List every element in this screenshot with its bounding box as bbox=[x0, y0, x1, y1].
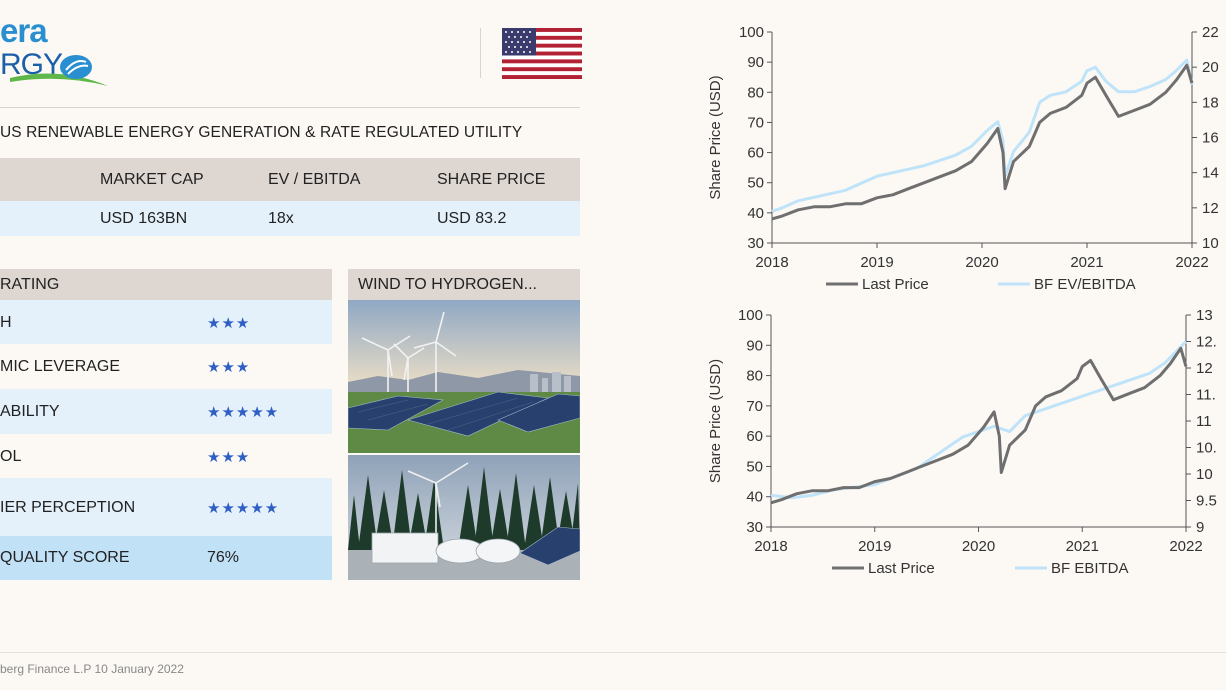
x-tick-label: 2022 bbox=[1175, 254, 1208, 271]
y-tick-label: 70 bbox=[746, 398, 763, 415]
rating-title: RATING bbox=[0, 276, 60, 293]
metrics-value-market-cap: USD 163BN bbox=[100, 210, 188, 227]
x-tick-label: 2019 bbox=[860, 254, 893, 271]
metrics-header-ev-ebitda: EV / EBITDA bbox=[268, 171, 361, 188]
y2-tick-label: 14 bbox=[1202, 165, 1219, 182]
metrics-header-row: MARKET CAP EV / EBITDA SHARE PRICE bbox=[0, 158, 580, 201]
y-axis-label: Share Price (USD) bbox=[707, 75, 724, 199]
company-subtitle: US RENEWABLE ENERGY GENERATION & RATE RE… bbox=[0, 124, 523, 141]
quality-score-label: QUALITY SCORE bbox=[0, 549, 130, 566]
wind-hydrogen-title: WIND TO HYDROGEN... bbox=[358, 276, 537, 293]
header-rule bbox=[0, 107, 580, 108]
chart-ev-ebitda: 30 40 50 60 70 80 90 100 10 12 14 16 18 20 22 2018 2019 2… bbox=[690, 18, 1226, 298]
series-line-multiple bbox=[770, 340, 1188, 500]
footer-rule bbox=[0, 652, 1226, 653]
y-tick-label: 60 bbox=[747, 145, 764, 162]
rating-stars: ★★★ bbox=[207, 449, 251, 466]
y2-tick-label: 11. bbox=[1196, 387, 1216, 404]
y-tick-label: 30 bbox=[747, 235, 764, 252]
rating-row: IER PERCEPTION ★★★★★ bbox=[0, 478, 332, 536]
x-tick-label: 2020 bbox=[965, 254, 998, 271]
metrics-value-row: USD 163BN 18x USD 83.2 bbox=[0, 201, 580, 236]
y-tick-label: 80 bbox=[746, 368, 763, 385]
y-tick-label: 50 bbox=[747, 175, 764, 192]
y-tick-label: 100 bbox=[739, 24, 764, 41]
chart-ebitda: 30 40 50 60 70 80 90 100 9 9.5 10 10. 11 11. 12 12. 13 20… bbox=[690, 300, 1226, 585]
y2-tick-label: 10. bbox=[1196, 440, 1217, 457]
rating-label: H bbox=[0, 314, 12, 331]
x-tick-label: 2018 bbox=[754, 538, 787, 555]
quality-score-value: 76% bbox=[207, 549, 240, 566]
x-tick-label: 2018 bbox=[755, 254, 788, 271]
metrics-header-market-cap: MARKET CAP bbox=[100, 171, 204, 188]
series-line-last-price bbox=[771, 63, 1194, 221]
y-tick-label: 50 bbox=[746, 458, 763, 475]
y-tick-label: 60 bbox=[746, 428, 763, 445]
y2-tick-label: 10 bbox=[1196, 466, 1213, 483]
x-tick-label: 2021 bbox=[1070, 254, 1103, 271]
y-tick-label: 40 bbox=[746, 489, 763, 506]
y2-tick-label: 12 bbox=[1202, 200, 1219, 217]
y-tick-label: 90 bbox=[747, 54, 764, 71]
legend-label: Last Price bbox=[862, 276, 929, 293]
y2-tick-label: 18 bbox=[1202, 94, 1219, 111]
hydrogen-plant-photo bbox=[348, 455, 580, 580]
y-tick-label: 90 bbox=[746, 337, 763, 354]
rating-stars: ★★★★★ bbox=[207, 500, 280, 517]
x-tick-label: 2019 bbox=[858, 538, 891, 555]
legend-label: BF EV/EBITDA bbox=[1034, 276, 1136, 293]
metrics-value-ev-ebitda: 18x bbox=[268, 210, 294, 227]
quality-score-row: QUALITY SCORE 76% bbox=[0, 536, 332, 580]
y-axis-label: Share Price (USD) bbox=[707, 359, 724, 483]
series-line-last-price bbox=[770, 346, 1188, 505]
company-logo: era RGY bbox=[0, 8, 120, 88]
rating-row: H ★★★ bbox=[0, 300, 332, 344]
logo-swoosh-icon bbox=[10, 55, 108, 86]
legend-label: Last Price bbox=[868, 560, 935, 577]
wind-solar-photo bbox=[348, 300, 580, 453]
x-tick-label: 2021 bbox=[1066, 538, 1099, 555]
y2-tick-label: 22 bbox=[1202, 24, 1219, 41]
y-tick-label: 40 bbox=[747, 205, 764, 222]
logo-text-top: era bbox=[0, 12, 48, 49]
source-footer: berg Finance L.P 10 January 2022 bbox=[0, 662, 184, 676]
rating-stars: ★★★ bbox=[207, 359, 251, 376]
y-tick-label: 30 bbox=[746, 519, 763, 536]
rating-label: OL bbox=[0, 448, 22, 465]
y2-tick-label: 12. bbox=[1196, 334, 1217, 351]
y-tick-label: 70 bbox=[747, 114, 764, 131]
rating-label: ABILITY bbox=[0, 403, 60, 420]
y2-tick-label: 20 bbox=[1202, 59, 1219, 76]
x-tick-label: 2022 bbox=[1169, 538, 1202, 555]
y-tick-label: 100 bbox=[738, 307, 763, 324]
y2-tick-label: 11 bbox=[1196, 413, 1212, 430]
wind-hydrogen-header: WIND TO HYDROGEN... bbox=[348, 269, 580, 300]
y2-tick-label: 10 bbox=[1202, 235, 1219, 252]
rating-row: OL ★★★ bbox=[0, 434, 332, 478]
x-tick-label: 2020 bbox=[962, 538, 995, 555]
rating-row: MIC LEVERAGE ★★★ bbox=[0, 344, 332, 389]
metrics-value-share-price: USD 83.2 bbox=[437, 210, 507, 227]
rating-label: IER PERCEPTION bbox=[0, 499, 136, 516]
rating-label: MIC LEVERAGE bbox=[0, 358, 121, 375]
header-divider bbox=[480, 28, 481, 78]
legend-label: BF EBITDA bbox=[1051, 560, 1129, 577]
series-line-multiple bbox=[771, 58, 1194, 213]
y2-tick-label: 13 bbox=[1196, 307, 1213, 324]
y2-tick-label: 12 bbox=[1196, 360, 1213, 377]
rating-row: ABILITY ★★★★★ bbox=[0, 389, 332, 434]
y-tick-label: 80 bbox=[747, 84, 764, 101]
y2-tick-label: 16 bbox=[1202, 130, 1219, 147]
y2-tick-label: 9.5 bbox=[1196, 493, 1217, 510]
rating-stars: ★★★ bbox=[207, 315, 251, 332]
us-flag-icon bbox=[502, 28, 582, 79]
rating-header: RATING bbox=[0, 269, 332, 300]
rating-stars: ★★★★★ bbox=[207, 404, 280, 421]
y2-tick-label: 9 bbox=[1196, 519, 1204, 536]
metrics-header-share-price: SHARE PRICE bbox=[437, 171, 546, 188]
